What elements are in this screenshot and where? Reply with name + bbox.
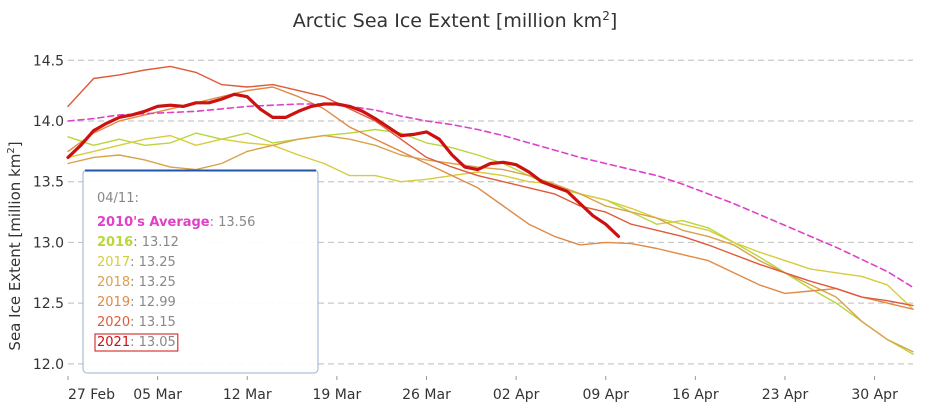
y-tick-label: 12.0 bbox=[33, 357, 64, 373]
tooltip-row: 2016: 13.12 bbox=[97, 235, 179, 250]
tooltip-series-name: 2018 bbox=[97, 275, 130, 290]
y-tick-label: 14.5 bbox=[33, 53, 64, 69]
x-tick-label: 05 Mar bbox=[133, 387, 182, 403]
x-tick-label: 19 Mar bbox=[313, 387, 362, 403]
tooltip-row: 2020: 13.15 bbox=[97, 315, 176, 330]
tooltip-series-value: 13.12 bbox=[142, 235, 179, 250]
tooltip-series-name: 2021 bbox=[97, 335, 130, 350]
series-line-avg bbox=[67, 103, 914, 289]
tooltip-series-value: 13.56 bbox=[218, 215, 255, 230]
tooltip-row: 2010's Average: 13.56 bbox=[97, 215, 255, 230]
x-tick-label: 30 Apr bbox=[851, 387, 898, 403]
x-tick-label: 09 Apr bbox=[582, 387, 629, 403]
tooltip-row: 2021: 13.05 bbox=[97, 335, 176, 350]
chart-title: Arctic Sea Ice Extent [million km2] bbox=[293, 9, 618, 32]
x-tick-label: 27 Feb bbox=[68, 387, 115, 403]
tooltip-row: 2017: 13.25 bbox=[97, 255, 176, 270]
x-tick-label: 26 Mar bbox=[402, 387, 451, 403]
x-tick-label: 12 Mar bbox=[223, 387, 272, 403]
tooltip-series-value: 12.99 bbox=[139, 295, 176, 310]
series-line-y2018 bbox=[67, 134, 914, 353]
series-line-y2019 bbox=[67, 86, 914, 310]
y-axis-label: Sea Ice Extent [million km2] bbox=[6, 141, 24, 350]
tooltip-series-name: 2016 bbox=[97, 235, 133, 250]
x-axis-ticks: 27 Feb 05 Mar 12 Mar 19 Mar 26 Mar 02 Apr 09 A… bbox=[67, 376, 898, 403]
series-line-y2016 bbox=[67, 128, 914, 355]
tooltip-series-value: 13.25 bbox=[139, 275, 176, 290]
tooltip-highlight-box bbox=[94, 333, 179, 352]
series-line-y2017 bbox=[67, 134, 914, 310]
tooltip-series-name: 2020 bbox=[97, 315, 130, 330]
y-tick-label: 13.5 bbox=[33, 175, 64, 191]
series-line-y2021 bbox=[66, 92, 621, 238]
tooltip-series-value: 13.15 bbox=[139, 315, 176, 330]
x-tick-label: 02 Apr bbox=[493, 387, 540, 403]
tooltip-series-name: 2019 bbox=[97, 295, 130, 310]
tooltip-series-name: 2017 bbox=[97, 255, 130, 270]
tooltip-row: 2019: 12.99 bbox=[97, 295, 176, 310]
y-axis-ticks: 12.0 12.5 13.0 13.5 14.0 14.5 bbox=[33, 53, 64, 373]
series-line-y2020 bbox=[67, 65, 914, 307]
tooltip-row: 2018: 13.25 bbox=[97, 275, 176, 290]
x-tick-label: 23 Apr bbox=[762, 387, 809, 403]
y-tick-label: 12.5 bbox=[33, 296, 64, 312]
tooltip-series-name: 2010's Average bbox=[97, 215, 210, 230]
series-lines bbox=[66, 65, 914, 355]
tooltip-series-value: 13.05 bbox=[139, 335, 176, 350]
tooltip-date: 04/11: bbox=[97, 191, 139, 206]
tooltip-series-value: 13.25 bbox=[139, 255, 176, 270]
y-tick-label: 13.0 bbox=[33, 235, 64, 251]
x-tick-label: 16 Apr bbox=[672, 387, 719, 403]
y-tick-label: 14.0 bbox=[33, 114, 64, 130]
